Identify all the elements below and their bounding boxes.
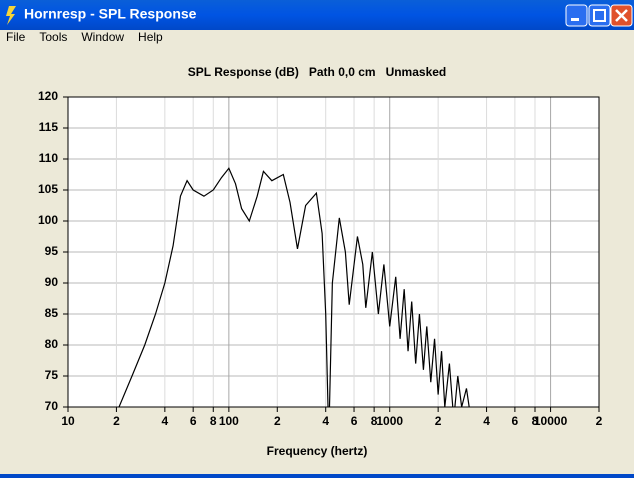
- spl-curve: [118, 167, 477, 407]
- x-axis-label: Frequency (hertz): [267, 444, 368, 458]
- x-tick-label: 8: [210, 414, 217, 428]
- x-tick-label: 6: [512, 414, 519, 428]
- menu-item[interactable]: Tools: [39, 30, 67, 44]
- y-tick-label: 70: [45, 399, 59, 413]
- title-bar: [0, 0, 634, 30]
- app-icon: [6, 6, 16, 25]
- y-tick-label: 100: [38, 213, 58, 227]
- y-tick-label: 80: [45, 337, 59, 351]
- minimize-button[interactable]: [565, 4, 588, 27]
- menu-item[interactable]: Help: [138, 30, 163, 44]
- window-border: [0, 474, 634, 478]
- x-tick-label: 8: [532, 414, 539, 428]
- y-tick-label: 90: [45, 275, 59, 289]
- maximize-icon: [593, 9, 606, 22]
- y-tick-label: 110: [39, 151, 59, 165]
- y-tick-label: 85: [45, 306, 59, 320]
- x-tick-label: 1000: [376, 414, 403, 428]
- close-icon: [615, 9, 628, 22]
- x-tick-label: 10: [61, 414, 75, 428]
- x-tick-label: 4: [322, 414, 329, 428]
- plot: [118, 167, 477, 407]
- x-tick-label: 8: [371, 414, 378, 428]
- x-tick-label: 2: [435, 414, 442, 428]
- y-tick-label: 95: [45, 244, 59, 258]
- window-title: Hornresp - SPL Response: [24, 6, 197, 22]
- y-tick-label: 75: [45, 368, 59, 382]
- x-tick-label: 6: [351, 414, 358, 428]
- menu-item[interactable]: Window: [81, 30, 124, 44]
- minimize-icon: [571, 18, 579, 21]
- x-tick-label: 2: [113, 414, 120, 428]
- x-tick-label: 2: [596, 414, 603, 428]
- menu-bar: File Tools Window Help: [6, 30, 163, 44]
- y-tick-label: 120: [38, 89, 58, 103]
- x-tick-label: 4: [162, 414, 169, 428]
- y-tick-label: 105: [38, 182, 58, 196]
- x-tick-label: 100: [219, 414, 239, 428]
- x-tick-label: 4: [483, 414, 490, 428]
- x-tick-label: 6: [190, 414, 197, 428]
- y-tick-label: 115: [39, 120, 59, 134]
- menu-item[interactable]: File: [6, 30, 26, 44]
- chart-title: SPL Response (dB) Path 0,0 cm Unmasked: [188, 65, 447, 79]
- maximize-button[interactable]: [588, 4, 611, 27]
- x-tick-label: 2: [274, 414, 281, 428]
- x-tick-label: 10000: [534, 414, 568, 428]
